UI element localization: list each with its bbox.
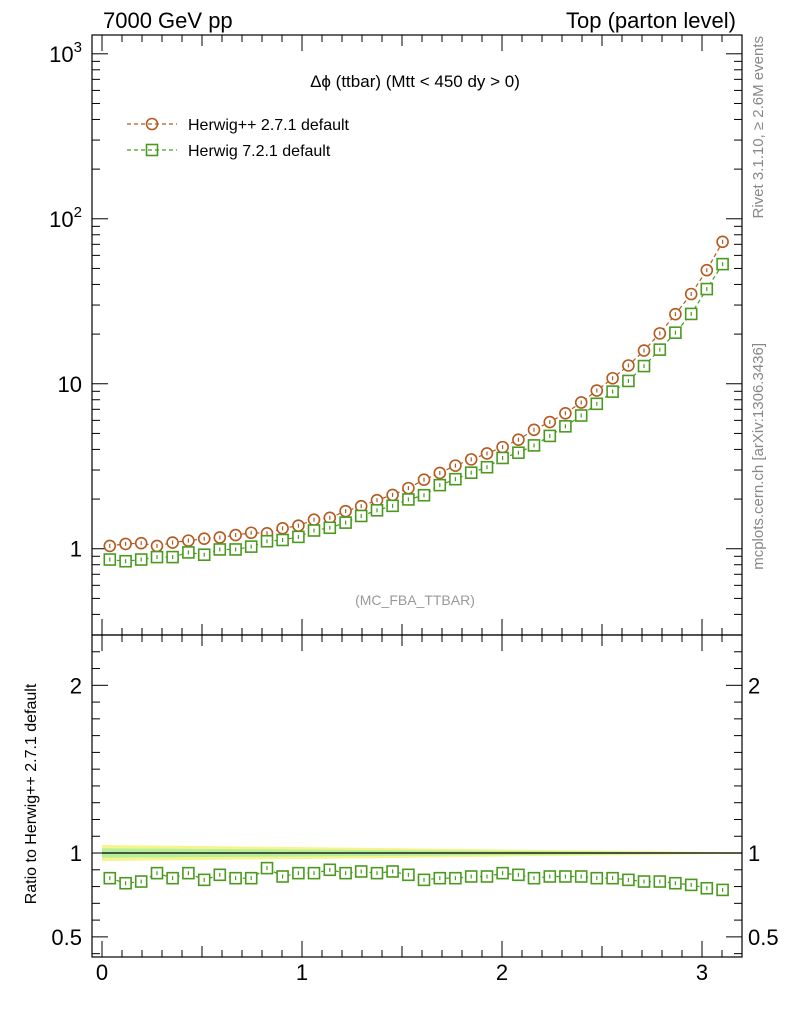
ratio-y-tick-labels: 0.5 0.5 1 1 2 2 — [51, 673, 778, 950]
legend-entry-herwig7: Herwig 7.2.1 default — [127, 143, 331, 160]
main-series-layer — [103, 235, 729, 568]
header-left-label: 7000 GeV pp — [103, 8, 233, 33]
analysis-watermark: (MC_FBA_TTBAR) — [355, 592, 475, 608]
ratio-y-tick-label-right: 1 — [748, 841, 760, 866]
legend-label-herwigpp: Herwig++ 2.7.1 default — [188, 117, 350, 134]
series-line-herwig7 — [109, 263, 724, 562]
ratio-y-axis-label: Ratio to Herwig++ 2.7.1 default — [23, 683, 40, 904]
ratio-plot-frame — [91, 634, 743, 958]
ratio-axis-ticks — [92, 634, 743, 957]
ratio-series-layer — [103, 861, 729, 897]
rivet-label: Rivet 3.1.10, ≥ 2.6M events — [750, 36, 767, 219]
ratio-y-tick-label-left: 2 — [70, 673, 82, 698]
main-y-tick-label: 103 — [49, 39, 82, 67]
plot-title: Δϕ (ttbar) (Mtt < 450 dy > 0) — [310, 72, 520, 91]
x-tick-label: 1 — [296, 960, 308, 985]
ratio-plot-panel: 0.5 0.5 1 1 2 2 0 1 2 3 Ratio to Herwig++ 2.7.1 … — [23, 634, 779, 985]
main-axis-ticks — [92, 35, 743, 636]
legend: Herwig++ 2.7.1 default Herwig 7.2.1 defa… — [127, 117, 350, 160]
main-y-tick-label: 1 — [70, 537, 82, 562]
legend-label-herwig7: Herwig 7.2.1 default — [188, 143, 331, 160]
x-tick-label: 3 — [696, 960, 708, 985]
ratio-series-line — [109, 867, 723, 891]
mcplots-label: mcplots.cern.ch [arXiv:1306.3436] — [750, 343, 767, 570]
header-right-label: Top (parton level) — [566, 8, 736, 33]
x-tick-label: 2 — [496, 960, 508, 985]
ratio-y-tick-label-left: 0.5 — [51, 925, 82, 950]
main-y-tick-label: 102 — [49, 204, 82, 232]
ratio-y-tick-label-right: 2 — [748, 673, 760, 698]
ratio-y-tick-label-left: 1 — [70, 841, 82, 866]
main-y-tick-label: 10 — [58, 372, 82, 397]
ratio-y-tick-label-right: 0.5 — [748, 925, 779, 950]
series-line-herwigpp — [109, 241, 724, 547]
legend-marker-square — [145, 143, 159, 157]
x-tick-label: 0 — [96, 960, 108, 985]
x-tick-labels: 0 1 2 3 — [96, 960, 708, 985]
legend-marker-circle — [145, 117, 159, 131]
legend-entry-herwigpp: Herwig++ 2.7.1 default — [127, 117, 350, 134]
